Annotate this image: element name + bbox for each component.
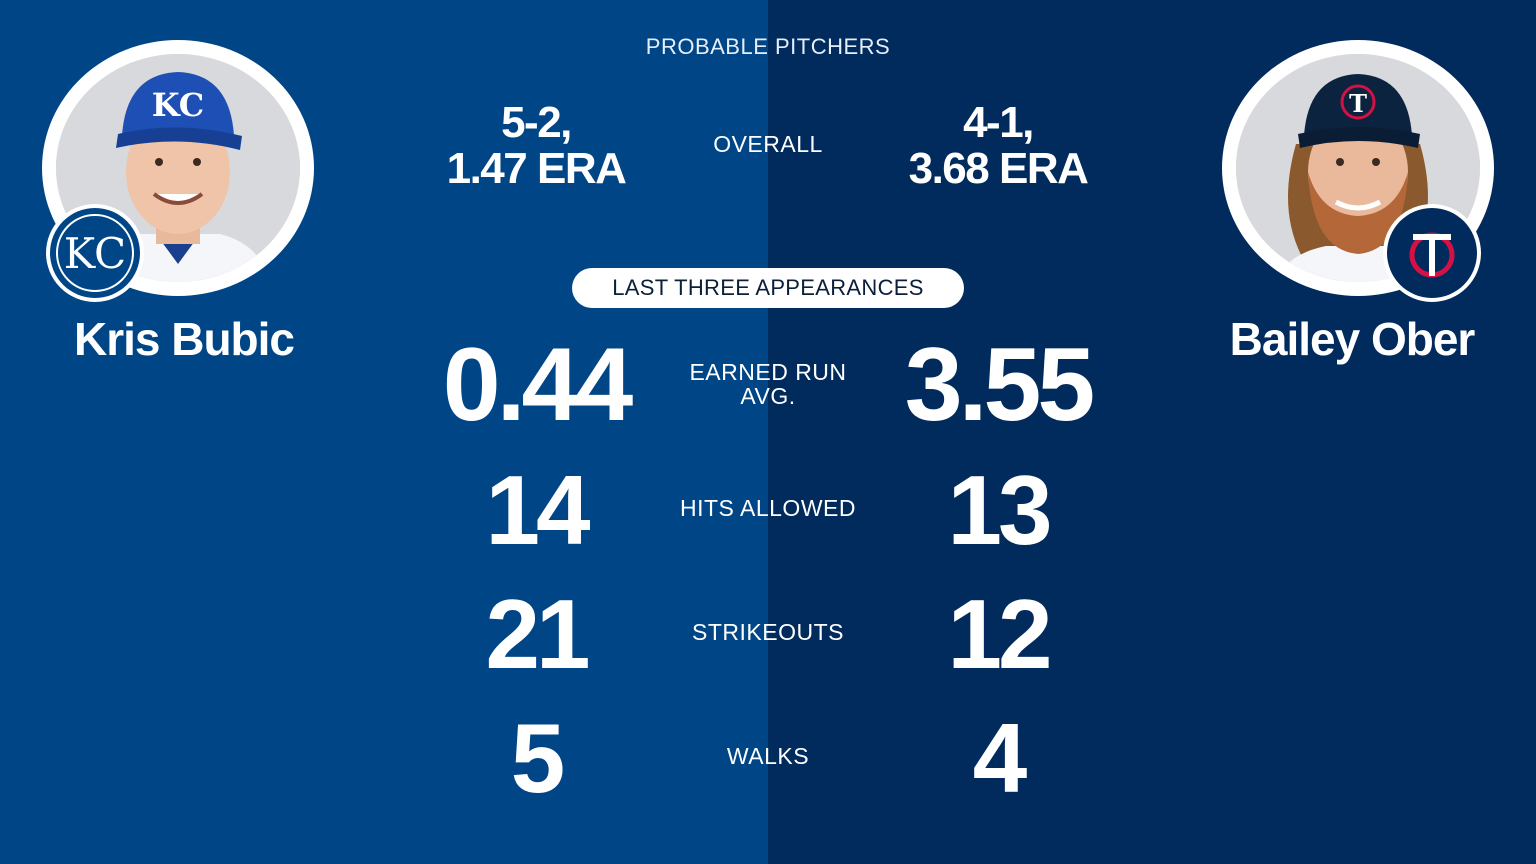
right-overall-wl: 4-1, <box>963 98 1034 147</box>
kc-logo-icon: KC <box>56 214 134 292</box>
right-player-name: Bailey Ober <box>1229 313 1476 365</box>
section-title-pill: LAST THREE APPEARANCES <box>572 268 964 308</box>
stat-row-walks: 5 WALKS 4 <box>0 703 1536 813</box>
left-era-value: 0.44 <box>442 327 633 443</box>
left-player-name: Kris Bubic <box>73 313 295 365</box>
left-overall-wl: 5-2, <box>501 98 572 147</box>
right-strikeouts-value: 12 <box>947 579 1052 689</box>
strikeouts-label: STRIKEOUTS <box>692 619 844 645</box>
left-overall-record: 5-2, 1.47 ERA <box>376 100 696 192</box>
kc-logo-badge: KC <box>46 204 144 302</box>
stat-row-hits: 14 HITS ALLOWED 13 <box>0 455 1536 565</box>
era-label: EARNED RUN AVG. <box>648 360 888 408</box>
stat-row-strikeouts: 21 STRIKEOUTS 12 <box>0 579 1536 689</box>
left-overall-era: 1.47 ERA <box>446 144 627 193</box>
era-label-line1: EARNED RUN <box>689 359 847 385</box>
svg-text:T: T <box>1349 89 1367 118</box>
svg-text:KC: KC <box>64 229 126 278</box>
right-overall-record: 4-1, 3.68 ERA <box>838 100 1158 192</box>
left-player-photo: KC <box>56 54 300 282</box>
right-walks-value: 4 <box>972 703 1028 813</box>
right-hits-value: 13 <box>947 455 1052 565</box>
right-era-value: 3.55 <box>904 327 1095 443</box>
stat-row-era: 0.44 EARNED RUN AVG. 3.55 <box>0 330 1536 440</box>
walks-label: WALKS <box>726 743 810 769</box>
left-strikeouts-value: 21 <box>485 579 590 689</box>
twins-logo-badge <box>1383 204 1481 302</box>
right-player-photo: T <box>1236 54 1480 282</box>
right-player-portrait: T <box>1222 40 1494 296</box>
header-title: PROBABLE PITCHERS <box>645 34 891 59</box>
hits-label: HITS ALLOWED <box>680 495 856 521</box>
left-walks-value: 5 <box>510 703 566 813</box>
tc-logo-icon <box>1409 232 1455 278</box>
right-overall-era: 3.68 ERA <box>908 144 1089 193</box>
svg-text:KC: KC <box>152 86 204 124</box>
era-label-line2: AVG. <box>740 383 796 409</box>
overall-label: OVERALL <box>713 131 823 157</box>
left-hits-value: 14 <box>485 455 590 565</box>
